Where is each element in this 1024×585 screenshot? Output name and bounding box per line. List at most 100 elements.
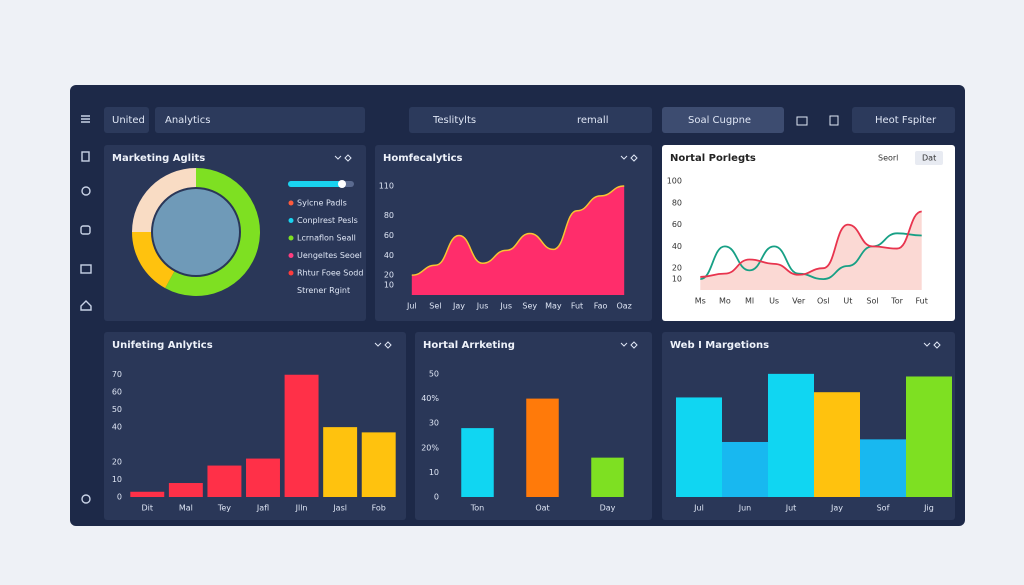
panel-title: Web I Margetions	[670, 340, 769, 351]
home-icon[interactable]	[80, 300, 92, 311]
x-tick-label: Jay	[830, 504, 843, 513]
y-tick-label: 10	[112, 475, 122, 484]
tab-label: Analytics	[165, 115, 210, 126]
panel-menu[interactable]	[374, 341, 392, 349]
panel-title: Hortal Arrketing	[423, 340, 515, 351]
y-tick-label: 10	[384, 281, 394, 290]
x-tick-label: Jasl	[332, 504, 347, 513]
y-tick-label: 60	[672, 220, 682, 229]
action-box[interactable]	[852, 107, 955, 133]
user-text: remall	[577, 115, 608, 126]
bar	[246, 458, 280, 497]
x-tick-label: Tey	[217, 504, 231, 513]
x-tick-label: Jul	[693, 504, 704, 513]
x-tick-label: Fut	[916, 297, 928, 306]
tab-label: United	[112, 115, 145, 126]
action-text: Heot Fspiter	[875, 115, 937, 126]
x-tick-label: Ver	[792, 297, 806, 306]
panel-menu[interactable]	[620, 154, 638, 162]
y-tick-label: 50	[429, 370, 439, 379]
bar	[130, 491, 165, 497]
y-tick-label: 40%	[421, 394, 439, 403]
x-tick-label: Ms	[695, 297, 706, 306]
x-tick-label: Sol	[866, 297, 878, 306]
x-tick-label: Mal	[179, 504, 193, 513]
x-tick-label: Us	[769, 297, 779, 306]
slider-knob	[338, 180, 346, 188]
x-tick-label: Sey	[522, 302, 537, 311]
panel-title: Nortal Porlegts	[670, 153, 756, 164]
legend-label: Rhtur Foee Sodd	[297, 269, 363, 278]
y-tick-label: 20	[112, 458, 122, 467]
y-tick-label: 10	[429, 468, 439, 477]
x-tick-label: Jus	[499, 302, 512, 311]
y-tick-label: 0	[434, 493, 439, 502]
x-tick-label: Oat	[535, 504, 549, 513]
panel-title: Unifeting Anlytics	[112, 340, 213, 351]
area-line	[411, 185, 625, 276]
search-text: Teslitylts	[432, 115, 476, 126]
panel-button[interactable]	[915, 151, 943, 165]
bar	[676, 397, 722, 497]
y-tick-label: 0	[117, 493, 122, 502]
legend-dot	[288, 218, 294, 223]
legend-label: Uengeltes Seoel	[297, 251, 362, 260]
x-tick-label: Jul	[406, 302, 417, 311]
x-tick-label: Jay	[452, 302, 465, 311]
x-tick-label: May	[545, 302, 562, 311]
bar	[814, 392, 860, 497]
panel-button-label: Dat	[922, 154, 936, 163]
line	[700, 210, 922, 278]
bar	[526, 398, 559, 497]
y-tick-label: 60	[112, 388, 122, 397]
pie-slice	[165, 168, 261, 296]
toolbar: United Analytics Teslitylts remall Soal …	[104, 107, 955, 133]
x-tick-label: Mo	[719, 297, 731, 306]
search-box[interactable]	[409, 107, 652, 133]
panel-menu[interactable]	[620, 341, 638, 349]
tab[interactable]	[104, 107, 149, 133]
x-tick-label: Fob	[372, 504, 386, 513]
y-tick-label: 10	[672, 275, 682, 284]
x-tick-label: Ton	[470, 504, 485, 513]
x-tick-label: Sel	[429, 302, 441, 311]
y-tick-label: 50	[112, 405, 122, 414]
doc-icon[interactable]	[81, 151, 90, 162]
menu-icon[interactable]	[81, 115, 90, 123]
panel-title: Homfecalytics	[383, 153, 463, 164]
panel-menu[interactable]	[923, 341, 941, 349]
x-tick-label: Sof	[877, 504, 890, 513]
pie-slice	[132, 232, 175, 289]
bag-icon[interactable]	[80, 225, 91, 235]
filter-text: Soal Cugpne	[688, 115, 751, 126]
x-tick-label: Jut	[785, 504, 797, 513]
legend-label: Strener Rgint	[297, 286, 350, 295]
panel-button[interactable]	[871, 151, 911, 165]
legend-dot	[288, 200, 294, 206]
bar	[461, 428, 494, 497]
legend-dot	[288, 235, 294, 241]
sidebar	[80, 115, 92, 504]
y-tick-label: 40	[112, 423, 122, 432]
panel-menu[interactable]	[334, 154, 352, 162]
x-tick-label: Osl	[817, 297, 830, 306]
toolbar-icons[interactable]	[796, 115, 839, 126]
user-icon[interactable]	[81, 186, 91, 196]
x-tick-label: Tor	[890, 297, 903, 306]
bar	[591, 457, 624, 497]
settings-icon[interactable]	[81, 494, 91, 504]
x-tick-label: Jig	[923, 504, 934, 513]
x-tick-label: Jafl	[256, 504, 269, 513]
filter-box[interactable]	[662, 107, 784, 133]
bar	[722, 441, 768, 497]
pie-slice	[132, 168, 196, 232]
x-tick-label: Dit	[142, 504, 154, 513]
x-tick-label: Jlln	[295, 504, 308, 513]
y-tick-label: 20%	[421, 443, 439, 452]
bar	[361, 432, 396, 497]
legend-label: Lcrnaflon Seall	[297, 234, 356, 243]
screen-icon[interactable]	[80, 264, 92, 274]
bar	[207, 465, 242, 497]
tab[interactable]	[155, 107, 365, 133]
